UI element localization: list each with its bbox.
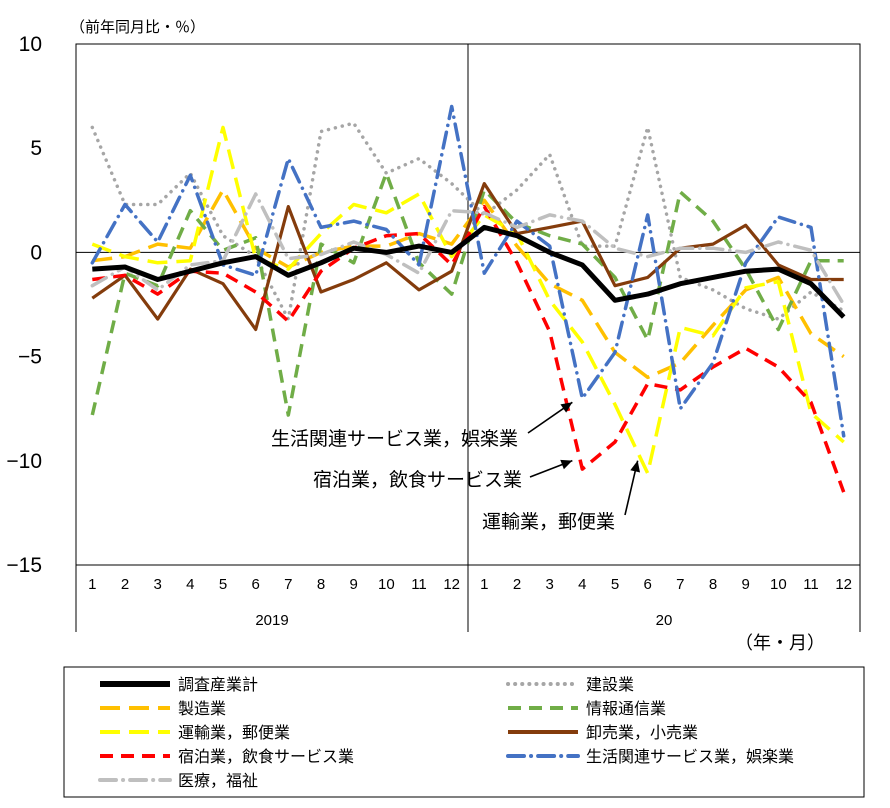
- x-tick-label: 4: [578, 576, 586, 593]
- x-tick-label: 2: [513, 576, 521, 593]
- y-tick-label: 10: [19, 33, 42, 56]
- x-tick-label: 8: [709, 576, 717, 593]
- series-7-line: [90, 104, 846, 438]
- x-tick-label: 3: [153, 576, 161, 593]
- series-2-legend-label: 製造業: [178, 699, 226, 718]
- x-tick-label: 7: [284, 576, 292, 593]
- series-layer: [90, 104, 846, 493]
- series-8-line: [90, 192, 846, 307]
- series-5-legend-label: 卸売業，小売業: [586, 723, 698, 742]
- year-label: 2019: [255, 612, 288, 629]
- series-1-line: [90, 121, 846, 321]
- y-tick-label: −10: [6, 450, 42, 473]
- x-tick-label: 9: [741, 576, 749, 593]
- annotation-label: 宿泊業，飲食サービス業: [313, 469, 522, 491]
- x-tick-label: 6: [251, 576, 259, 593]
- series-8-legend-label: 医療，福祉: [178, 771, 258, 790]
- x-tick-label: 1: [88, 576, 96, 593]
- series-6-legend-label: 宿泊業，飲食サービス業: [178, 747, 354, 766]
- x-tick-label: 8: [317, 576, 325, 593]
- y-tick-label: 5: [30, 137, 42, 160]
- x-tick-label: 12: [835, 576, 852, 593]
- x-unit-label: （年・月）: [735, 633, 825, 654]
- y-tick-label: −15: [6, 554, 42, 577]
- annotation-arrowhead: [560, 402, 573, 413]
- x-tick-label: 11: [411, 576, 427, 593]
- x-tick-label: 4: [186, 576, 194, 593]
- x-tick-label: 6: [643, 576, 651, 593]
- x-tick-label: 12: [443, 576, 460, 593]
- legend-box: [63, 666, 865, 798]
- annotation-arrowhead: [560, 459, 573, 470]
- series-1-legend-label: 建設業: [586, 675, 634, 694]
- year-label: 20: [656, 612, 673, 629]
- y-unit-label: （前年同月比・％）: [70, 18, 205, 36]
- annotation-label: 生活関連サービス業，娯楽業: [271, 428, 518, 450]
- series-4-legend-label: 運輸業，郵便業: [178, 723, 290, 742]
- annotation-label: 運輸業，郵便業: [482, 511, 615, 533]
- series-0-line: [92, 224, 846, 319]
- x-tick-label: 5: [611, 576, 619, 593]
- x-tick-label: 7: [676, 576, 684, 593]
- series-2-line: [92, 188, 845, 380]
- x-tick-label: 11: [803, 576, 819, 593]
- series-6-line: [92, 204, 846, 493]
- y-tick-label: 0: [30, 241, 42, 264]
- series-7-legend-label: 生活関連サービス業，娯楽業: [586, 747, 794, 766]
- series-3-legend-label: 情報通信業: [586, 699, 666, 718]
- series-5-line: [91, 182, 844, 332]
- x-tick-label: 2: [121, 576, 129, 593]
- x-tick-label: 1: [480, 576, 488, 593]
- x-tick-label: 5: [219, 576, 227, 593]
- x-tick-label: 3: [545, 576, 553, 593]
- annotation-arrowhead: [630, 460, 641, 473]
- x-tick-label: 9: [349, 576, 357, 593]
- y-tick-label: −5: [18, 346, 42, 369]
- series-0-legend-label: 調査産業計: [178, 675, 258, 694]
- x-tick-label: 10: [770, 576, 787, 593]
- x-tick-label: 10: [378, 576, 395, 593]
